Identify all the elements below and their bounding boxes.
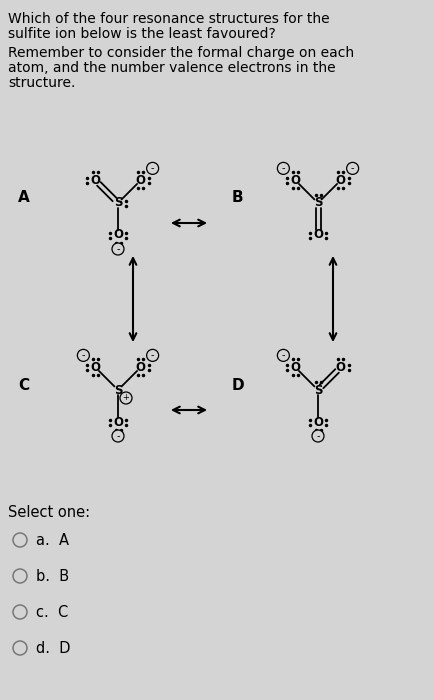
Text: -: -	[82, 351, 85, 360]
Circle shape	[112, 430, 124, 442]
Text: c.  C: c. C	[36, 605, 68, 620]
Circle shape	[120, 392, 132, 404]
Text: -: -	[351, 163, 355, 174]
Circle shape	[147, 349, 159, 361]
Text: O: O	[335, 361, 345, 374]
Text: -: -	[282, 351, 285, 360]
Text: Remember to consider the formal charge on each: Remember to consider the formal charge o…	[8, 46, 354, 60]
Circle shape	[112, 243, 124, 255]
Circle shape	[312, 430, 324, 442]
Text: B: B	[232, 190, 243, 206]
Text: O: O	[313, 416, 323, 428]
Text: O: O	[113, 416, 123, 428]
Text: -: -	[151, 351, 155, 360]
Text: S: S	[114, 197, 122, 209]
Circle shape	[147, 162, 159, 174]
Text: O: O	[90, 361, 100, 374]
Text: O: O	[136, 361, 146, 374]
Circle shape	[277, 349, 289, 361]
Text: D: D	[232, 377, 245, 393]
Text: -: -	[116, 431, 120, 441]
Text: O: O	[335, 174, 345, 187]
Text: S: S	[314, 197, 322, 209]
Text: O: O	[313, 228, 323, 242]
Text: A: A	[18, 190, 30, 206]
Text: O: O	[290, 174, 300, 187]
Text: S: S	[314, 384, 322, 396]
Text: atom, and the number valence electrons in the: atom, and the number valence electrons i…	[8, 61, 335, 75]
Text: O: O	[290, 361, 300, 374]
Text: Select one:: Select one:	[8, 505, 90, 520]
Text: Which of the four resonance structures for the: Which of the four resonance structures f…	[8, 12, 330, 26]
Text: b.  B: b. B	[36, 569, 69, 584]
Text: S: S	[114, 384, 122, 396]
Text: -: -	[316, 431, 320, 441]
Text: -: -	[116, 244, 120, 254]
Text: -: -	[151, 163, 155, 174]
Circle shape	[347, 162, 358, 174]
Text: d.  D: d. D	[36, 641, 70, 656]
Text: a.  A: a. A	[36, 533, 69, 548]
Text: sulfite ion below is the least favoured?: sulfite ion below is the least favoured?	[8, 27, 276, 41]
Circle shape	[277, 162, 289, 174]
Text: C: C	[18, 377, 29, 393]
Text: +: +	[122, 393, 129, 402]
Text: O: O	[136, 174, 146, 187]
Circle shape	[77, 349, 89, 361]
Text: O: O	[113, 228, 123, 242]
Text: -: -	[282, 163, 285, 174]
Text: O: O	[90, 174, 100, 187]
Text: structure.: structure.	[8, 76, 76, 90]
